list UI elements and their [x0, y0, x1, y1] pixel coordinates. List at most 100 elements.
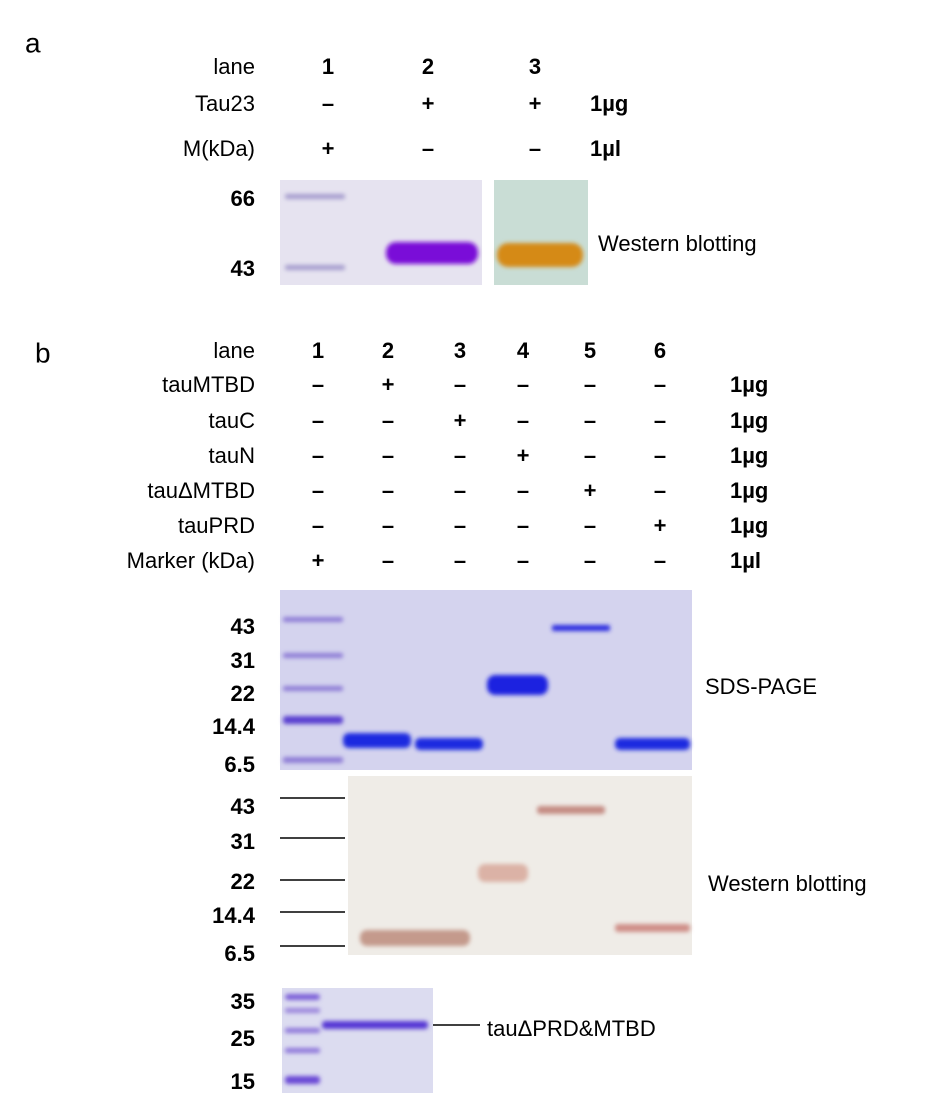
lane-mark: –	[454, 443, 466, 468]
panel-letter: b	[35, 337, 51, 368]
lane-mark: –	[382, 513, 394, 538]
band	[285, 265, 345, 270]
lane-mark: +	[584, 478, 597, 503]
row-label: lane	[213, 338, 255, 363]
lane-mark: +	[654, 513, 667, 538]
band	[487, 675, 548, 695]
lane-mark: +	[454, 408, 467, 433]
band	[283, 757, 343, 763]
lane-mark: –	[382, 478, 394, 503]
band	[497, 243, 583, 267]
amount: 1µl	[590, 136, 621, 161]
marker-label: 25	[231, 1026, 255, 1051]
lane-mark: –	[654, 478, 666, 503]
band	[360, 930, 470, 946]
row-label: tauPRD	[178, 513, 255, 538]
marker-label: 6.5	[224, 941, 255, 966]
marker-label: 6.5	[224, 752, 255, 777]
band	[386, 242, 478, 264]
band	[537, 806, 605, 814]
row-label: tauΔMTBD	[147, 478, 255, 503]
band	[285, 1028, 320, 1033]
panel-letter: a	[25, 27, 41, 58]
band	[283, 617, 343, 622]
blot	[494, 180, 588, 285]
lane-mark: –	[454, 372, 466, 397]
amount: 1µg	[730, 443, 768, 468]
lane-mark: –	[312, 408, 324, 433]
row-label: M(kDa)	[183, 136, 255, 161]
marker-label: 31	[231, 829, 255, 854]
amount: 1µg	[730, 372, 768, 397]
marker-label: 22	[231, 681, 255, 706]
band	[285, 194, 345, 199]
blot-label: Western blotting	[708, 871, 867, 896]
lane-mark: –	[312, 443, 324, 468]
lane-mark: +	[529, 91, 542, 116]
row-label: Tau23	[195, 91, 255, 116]
band	[285, 994, 320, 1000]
lane-number: 1	[322, 54, 334, 79]
marker-label: 35	[231, 989, 255, 1014]
amount: 1µl	[730, 548, 761, 573]
marker-label: 22	[231, 869, 255, 894]
lane-mark: –	[382, 443, 394, 468]
band	[615, 738, 690, 750]
band	[285, 1008, 320, 1013]
lane-number: 3	[529, 54, 541, 79]
lane-mark: –	[529, 136, 541, 161]
amount: 1µg	[730, 513, 768, 538]
lane-mark: –	[322, 91, 334, 116]
western-blot	[280, 776, 692, 955]
lane-number: 2	[382, 338, 394, 363]
lane-mark: +	[312, 548, 325, 573]
band	[283, 716, 343, 724]
lane-number: 5	[584, 338, 596, 363]
lane-mark: –	[517, 513, 529, 538]
band	[285, 1076, 320, 1084]
row-label: tauN	[209, 443, 255, 468]
band	[285, 1048, 320, 1053]
sds-gel	[280, 590, 692, 770]
lane-number: 6	[654, 338, 666, 363]
lane-mark: –	[517, 548, 529, 573]
row-label: lane	[213, 54, 255, 79]
lane-mark: –	[312, 478, 324, 503]
band	[615, 924, 690, 932]
band	[552, 625, 610, 631]
lane-number: 1	[312, 338, 324, 363]
lane-mark: –	[584, 513, 596, 538]
lane-mark: –	[517, 372, 529, 397]
band	[283, 653, 343, 658]
lane-number: 3	[454, 338, 466, 363]
purified-gel	[282, 988, 480, 1093]
marker-label: 43	[231, 794, 255, 819]
lane-mark: –	[654, 548, 666, 573]
row-label: tauC	[209, 408, 256, 433]
lane-mark: –	[312, 372, 324, 397]
lane-number: 4	[517, 338, 530, 363]
lane-mark: +	[517, 443, 530, 468]
band	[478, 864, 528, 882]
lane-mark: –	[382, 548, 394, 573]
lane-mark: –	[517, 478, 529, 503]
lane-mark: +	[382, 372, 395, 397]
amount: 1µg	[730, 478, 768, 503]
band	[343, 733, 411, 748]
marker-label: 43	[231, 614, 255, 639]
amount: 1µg	[730, 408, 768, 433]
lane-mark: –	[312, 513, 324, 538]
marker-label: 43	[231, 256, 255, 281]
amount: 1µg	[590, 91, 628, 116]
lane-mark: –	[454, 478, 466, 503]
lane-number: 2	[422, 54, 434, 79]
lane-mark: –	[422, 136, 434, 161]
lane-mark: +	[322, 136, 335, 161]
gel-label: SDS-PAGE	[705, 674, 817, 699]
lane-mark: –	[584, 443, 596, 468]
band	[322, 1021, 428, 1029]
lane-mark: –	[654, 443, 666, 468]
marker-label: 31	[231, 648, 255, 673]
lane-mark: –	[654, 408, 666, 433]
